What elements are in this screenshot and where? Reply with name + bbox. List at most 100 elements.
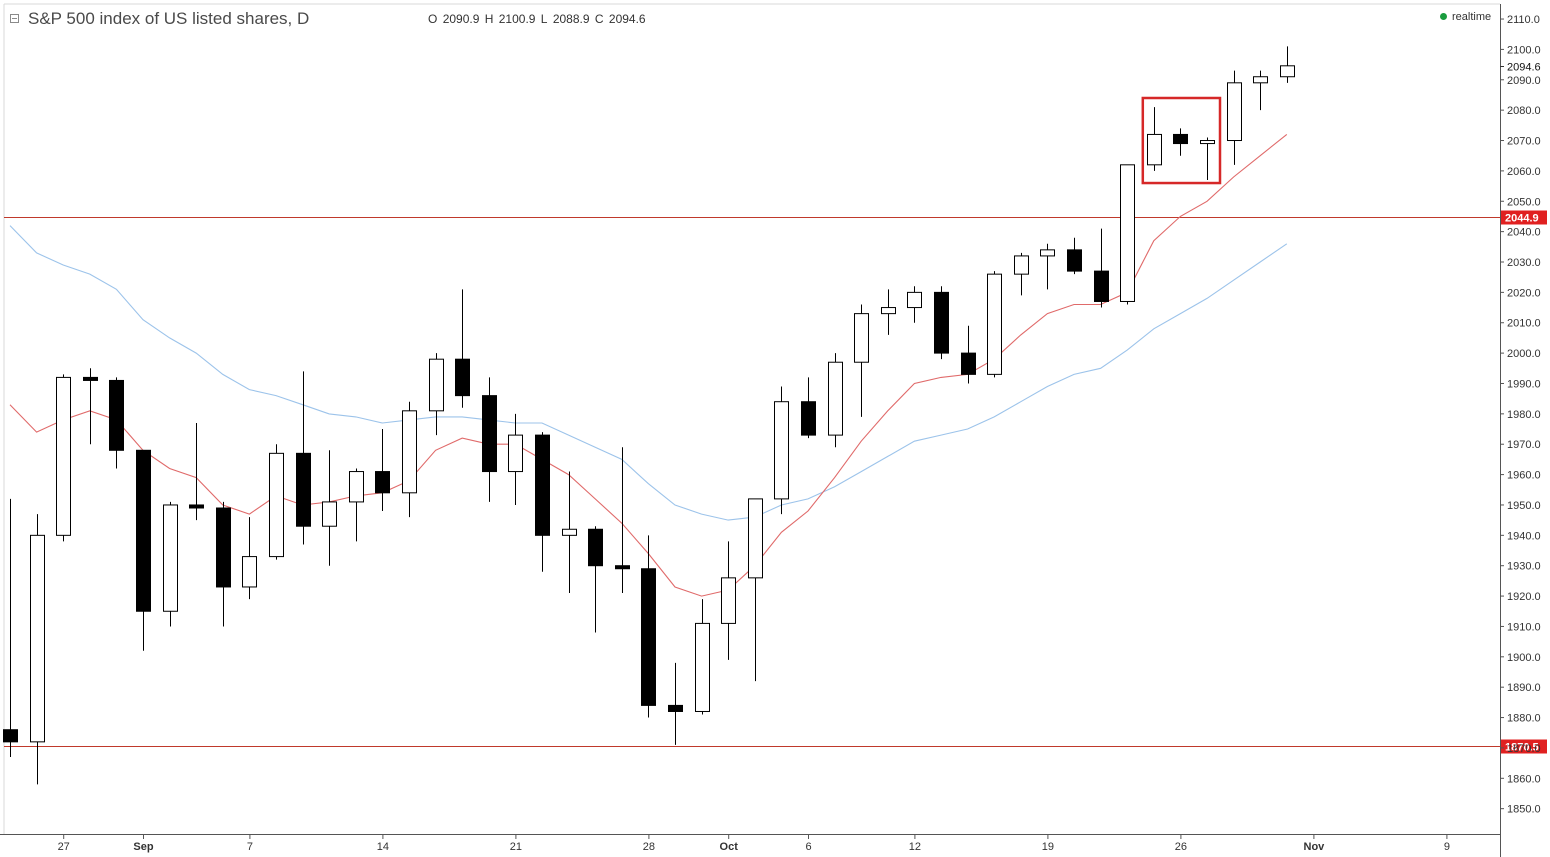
candle bbox=[1040, 243, 1055, 290]
candle bbox=[695, 599, 710, 715]
y-tick-label: 2080.0 bbox=[1507, 105, 1541, 117]
candle bbox=[322, 450, 337, 566]
candle bbox=[56, 374, 71, 542]
candle-body-up bbox=[695, 622, 710, 712]
y-tick-label: 1900.0 bbox=[1507, 652, 1541, 664]
y-tick-label: 1890.0 bbox=[1507, 682, 1541, 694]
y-tick-label: 2060.0 bbox=[1507, 166, 1541, 178]
candle-body-up bbox=[907, 291, 922, 309]
candle-body-down bbox=[3, 729, 18, 743]
candle-body-up bbox=[322, 501, 337, 527]
level-price-label: 1870.5 bbox=[1505, 742, 1539, 754]
candle-body-down bbox=[641, 568, 656, 706]
candle-body-up bbox=[987, 273, 1002, 375]
candle-body-up bbox=[562, 528, 577, 536]
candle-body-up bbox=[242, 556, 257, 588]
candle-body-up bbox=[429, 358, 444, 412]
candle-body-up bbox=[881, 307, 896, 315]
candle-body-up bbox=[269, 452, 284, 558]
candle bbox=[30, 514, 45, 785]
y-tick-label: 2050.0 bbox=[1507, 196, 1541, 208]
y-tick-label: 1870.0 bbox=[1507, 743, 1541, 755]
y-tick-label: 2100.0 bbox=[1507, 44, 1541, 56]
candle bbox=[508, 413, 523, 505]
candle bbox=[748, 498, 763, 682]
x-tick-label: 28 bbox=[643, 841, 655, 853]
candle bbox=[934, 286, 949, 360]
y-tick-label: 1980.0 bbox=[1507, 409, 1541, 421]
ohlc-high-value: 2100.9 bbox=[498, 12, 536, 26]
candle bbox=[482, 377, 497, 502]
candle bbox=[1120, 164, 1135, 305]
x-tick-label: 19 bbox=[1042, 841, 1054, 853]
candle bbox=[1253, 70, 1268, 111]
ma-slow-line bbox=[9, 225, 1288, 521]
y-tick-label: 1880.0 bbox=[1507, 713, 1541, 725]
candle bbox=[455, 289, 470, 408]
candle-body-up bbox=[163, 504, 178, 612]
candle-body-up bbox=[1014, 255, 1029, 275]
y-tick-label: 1860.0 bbox=[1507, 773, 1541, 785]
level-price-tag bbox=[1501, 210, 1547, 225]
y-tick-label: 2090.0 bbox=[1507, 75, 1541, 87]
realtime-status: realtime bbox=[1440, 11, 1491, 23]
highlight-box bbox=[1141, 96, 1222, 185]
candle-body-up bbox=[402, 410, 417, 494]
x-tick-label: Oct bbox=[720, 841, 739, 853]
ohlc-close-key: C bbox=[594, 12, 604, 26]
candle bbox=[375, 429, 390, 512]
candle-body-down bbox=[375, 471, 390, 494]
candle bbox=[3, 498, 18, 758]
ohlc-open-key: O bbox=[428, 12, 438, 26]
candle bbox=[801, 377, 816, 439]
candle bbox=[1147, 107, 1162, 171]
candle bbox=[1173, 128, 1188, 156]
candle bbox=[1227, 70, 1242, 165]
candle-body-up bbox=[30, 534, 45, 743]
y-tick-label: 1920.0 bbox=[1507, 591, 1541, 603]
candle-body-up bbox=[1280, 65, 1295, 78]
candle bbox=[961, 325, 976, 384]
collapse-toggle-icon[interactable] bbox=[10, 14, 19, 23]
candle-body-up bbox=[828, 361, 843, 436]
last-price-bg bbox=[1505, 60, 1545, 73]
x-tick-label: 27 bbox=[58, 841, 70, 853]
candle bbox=[429, 353, 444, 436]
candle-body-up bbox=[854, 313, 869, 363]
y-tick-label: 2010.0 bbox=[1507, 318, 1541, 330]
candle-body-down bbox=[216, 507, 231, 588]
candle-body-up bbox=[508, 434, 523, 473]
candle-body-up bbox=[1200, 140, 1215, 145]
candle bbox=[562, 471, 577, 594]
candlesticks bbox=[3, 46, 1295, 785]
candle bbox=[774, 386, 789, 515]
candle bbox=[1094, 228, 1109, 308]
x-tick-label: 12 bbox=[909, 841, 921, 853]
candle-body-down bbox=[109, 379, 124, 451]
x-tick-label: 21 bbox=[510, 841, 522, 853]
candle-body-down bbox=[482, 395, 497, 473]
level-price-tag bbox=[1501, 739, 1547, 754]
candle-body-down bbox=[296, 452, 311, 527]
candle-body-up bbox=[774, 401, 789, 500]
y-tick-label: 1850.0 bbox=[1507, 804, 1541, 816]
candle-body-up bbox=[349, 471, 364, 503]
candle bbox=[189, 422, 204, 521]
ohlc-open-value: 2090.9 bbox=[442, 12, 480, 26]
horizontal-levels: 2044.9 1870.5 2094.6 bbox=[4, 60, 1547, 754]
x-tick-label: 9 bbox=[1444, 841, 1450, 853]
candle-body-up bbox=[56, 376, 71, 536]
candle-body-down bbox=[1094, 270, 1109, 302]
x-tick-label: Sep bbox=[133, 841, 153, 853]
y-tick-label: 1960.0 bbox=[1507, 470, 1541, 482]
candle-body-up bbox=[748, 498, 763, 579]
candle-body-down bbox=[668, 704, 683, 712]
candle-body-up bbox=[1227, 82, 1242, 142]
candle-body-up bbox=[1147, 133, 1162, 166]
candle-body-down bbox=[934, 291, 949, 354]
candle-body-down bbox=[535, 434, 550, 536]
y-tick-label: 2020.0 bbox=[1507, 287, 1541, 299]
x-tick-label: 6 bbox=[805, 841, 811, 853]
x-tick-label: 14 bbox=[377, 841, 389, 853]
